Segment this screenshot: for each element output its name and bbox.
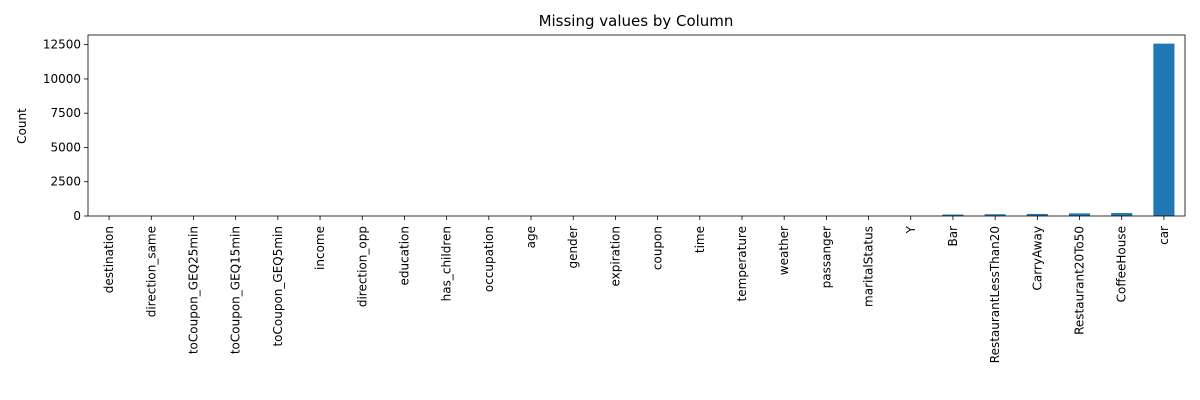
x-tick-label-weather: weather — [777, 226, 791, 275]
x-tick-label-has_children: has_children — [440, 226, 454, 301]
y-tick-label: 7500 — [50, 106, 81, 120]
x-tick-label-RestaurantLessThan20: RestaurantLessThan20 — [988, 226, 1002, 363]
x-tick-label-age: age — [524, 226, 538, 248]
x-tick-label-expiration: expiration — [608, 226, 622, 287]
x-tick-label-CarryAway: CarryAway — [1030, 226, 1044, 290]
x-tick-label-maritalStatus: maritalStatus — [862, 226, 876, 307]
bar-car — [1153, 43, 1175, 216]
y-axis-label: Count — [15, 108, 29, 144]
y-tick-label: 12500 — [43, 38, 81, 52]
bar-Bar — [942, 214, 964, 216]
y-tick-label: 0 — [73, 209, 81, 223]
axes-frame — [87, 34, 1186, 217]
x-tick-label-income: income — [313, 226, 327, 270]
y-tick-label: 10000 — [43, 72, 81, 86]
x-tick-label-occupation: occupation — [482, 226, 496, 292]
x-tick-label-Y: Y — [904, 225, 918, 234]
x-tick-label-education: education — [397, 226, 411, 286]
x-tick-label-toCoupon_GEQ25min: toCoupon_GEQ25min — [186, 226, 200, 354]
bar-RestaurantLessThan20 — [984, 214, 1006, 216]
y-tick-label: 2500 — [50, 175, 81, 189]
x-tick-label-gender: gender — [566, 226, 580, 269]
y-tick-label: 5000 — [50, 140, 81, 154]
x-tick-label-direction_opp: direction_opp — [355, 226, 369, 307]
x-tick-label-Bar: Bar — [946, 226, 960, 247]
chart-title: Missing values by Column — [539, 12, 734, 30]
x-tick-label-time: time — [693, 226, 707, 253]
x-tick-label-destination: destination — [102, 226, 116, 293]
bar-CarryAway — [1026, 213, 1048, 216]
bar-CoffeeHouse — [1111, 213, 1133, 216]
plot-area — [942, 43, 1175, 216]
x-tick-label-direction_same: direction_same — [144, 226, 158, 317]
x-tick-label-temperature: temperature — [735, 226, 749, 301]
bar-Restaurant20To50 — [1068, 213, 1091, 216]
x-tick-label-Restaurant20To50: Restaurant20To50 — [1073, 226, 1087, 335]
x-tick-label-passanger: passanger — [819, 226, 833, 288]
x-tick-label-toCoupon_GEQ15min: toCoupon_GEQ15min — [229, 226, 243, 354]
x-tick-label-coupon: coupon — [651, 226, 665, 270]
axes: 0 2500 5000 7500 10000 12500 destination direct… — [43, 34, 1186, 363]
x-tick-label-CoffeeHouse: CoffeeHouse — [1115, 226, 1129, 302]
x-tick-label-car: car — [1157, 226, 1171, 245]
x-tick-label-toCoupon_GEQ5min: toCoupon_GEQ5min — [271, 226, 285, 347]
